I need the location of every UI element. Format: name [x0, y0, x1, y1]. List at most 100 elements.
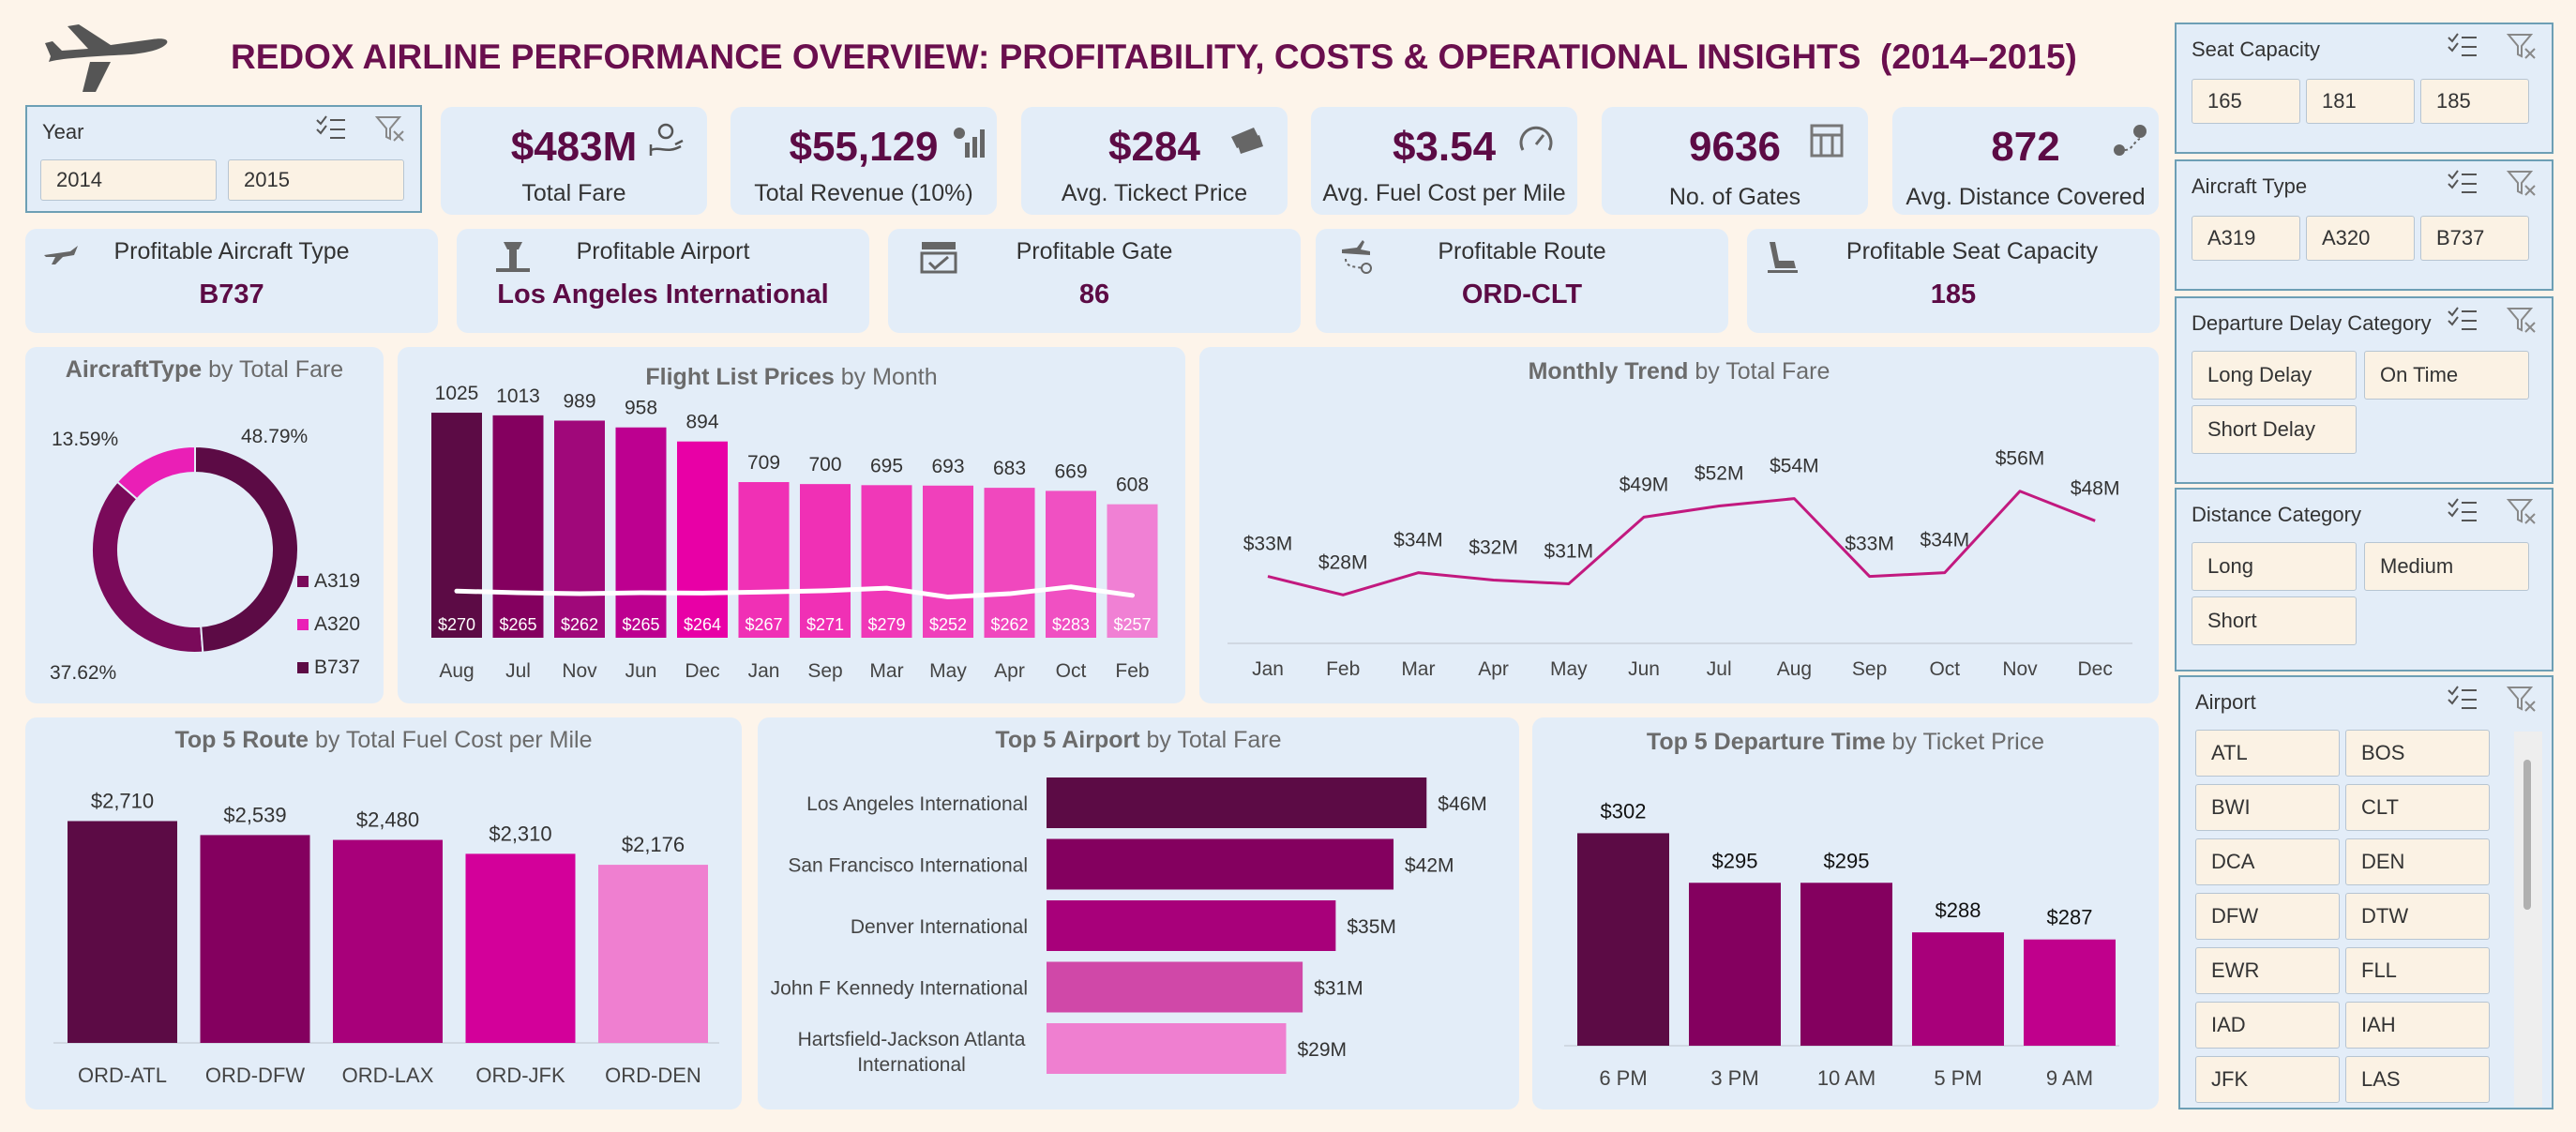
kpi-label: Avg. Distance Covered	[1906, 184, 2146, 210]
bar-4	[1047, 961, 1303, 1013]
x-tick-label: Feb	[1115, 660, 1149, 682]
prof-label: Profitable Seat Capacity	[1845, 238, 2099, 264]
delay-ontime-button[interactable]: On Time	[2364, 351, 2529, 400]
top-airport-card: Top 5 Airport by Total Fare $46M Los Ange…	[758, 717, 1519, 1109]
x-tick-label: May	[1550, 658, 1588, 680]
bar-value-label: 1025	[435, 383, 479, 404]
aircraft-type-slicer[interactable]: Aircraft Type A319 A320 B737	[2175, 159, 2553, 291]
airport-jfk-button[interactable]: JFK	[2195, 1056, 2340, 1103]
airport-dtw-button[interactable]: DTW	[2345, 893, 2490, 940]
bar-9am	[2024, 939, 2116, 1046]
seat-185-button[interactable]: 185	[2420, 79, 2529, 124]
kpi-value: 9636	[1689, 124, 1781, 170]
airport-clt-button[interactable]: CLT	[2345, 784, 2490, 831]
kpi-label: No. of Gates	[1668, 184, 1801, 210]
avg-ticket-label: $267	[745, 615, 782, 634]
clear-filter-icon[interactable]	[2506, 169, 2538, 202]
airport-dfw-button[interactable]: DFW	[2195, 893, 2340, 940]
x-tick-label: Jun	[625, 660, 657, 682]
airport-ewr-button[interactable]: EWR	[2195, 947, 2340, 994]
bar-value-label: 683	[993, 458, 1026, 479]
seat-165-button[interactable]: 165	[2192, 79, 2300, 124]
bar-ord-den	[598, 865, 708, 1043]
chart-title: AircraftType by Total Fare	[65, 356, 344, 383]
monthly-trend-card: Monthly Trend by Total Fare $33M Jan $28M F…	[1199, 347, 2159, 703]
clear-filter-icon[interactable]	[374, 114, 407, 147]
avg-ticket-line	[454, 584, 1135, 600]
year-2015-button[interactable]: 2015	[228, 159, 404, 201]
slicer-title: Departure Delay Category	[2192, 311, 2432, 335]
point-label: $56M	[1996, 448, 2045, 470]
airport-dca-button[interactable]: DCA	[2195, 838, 2340, 885]
airport-iad-button[interactable]: IAD	[2195, 1002, 2340, 1049]
distance-long-button[interactable]: Long	[2192, 542, 2357, 591]
donut-label-b737: 48.79%	[241, 426, 308, 447]
multi-select-icon[interactable]	[2447, 497, 2478, 530]
multi-select-icon[interactable]	[2447, 32, 2478, 65]
bar-ord-lax	[333, 839, 443, 1043]
bar-jun	[615, 427, 667, 638]
distance-category-slicer[interactable]: Distance Category Long Medium Short	[2175, 488, 2553, 672]
airport-bos-button[interactable]: BOS	[2345, 730, 2490, 777]
airport-iah-button[interactable]: IAH	[2345, 1002, 2490, 1049]
top-departure-chart: $302 6 PM $295 3 PM $295 10 AM $288 5 PM $287 9 A…	[1564, 799, 2119, 1090]
bar-5pm	[1912, 932, 2004, 1046]
bar-nov	[554, 420, 605, 638]
bar-value-label: $2,539	[223, 803, 286, 826]
bar-value-label: $29M	[1297, 1039, 1347, 1061]
multi-select-icon[interactable]	[2447, 169, 2478, 202]
bar-value-label: $295	[1712, 849, 1758, 872]
bar-dec	[677, 441, 728, 638]
top-airport-chart: $46M Los Angeles International $42M San Fra…	[771, 777, 1487, 1076]
bar-feb	[1107, 504, 1158, 638]
aircraft-a319-button[interactable]: A319	[2192, 216, 2300, 261]
aircraft-b737-button[interactable]: B737	[2420, 216, 2529, 261]
x-tick-label: Mar	[869, 660, 903, 682]
multi-select-icon[interactable]	[2447, 306, 2478, 339]
year-slicer[interactable]: Year 2014 2015	[25, 105, 422, 213]
seat-181-button[interactable]: 181	[2306, 79, 2415, 124]
aircraft-a320-button[interactable]: A320	[2306, 216, 2415, 261]
airport-bwi-button[interactable]: BWI	[2195, 784, 2340, 831]
airport-den-button[interactable]: DEN	[2345, 838, 2490, 885]
gauge-icon	[1517, 122, 1555, 164]
delay-short-button[interactable]: Short Delay	[2192, 405, 2357, 454]
clear-filter-icon[interactable]	[2506, 497, 2538, 530]
profitable-gate-card: Profitable Gate 86	[888, 229, 1301, 333]
distance-short-button[interactable]: Short	[2192, 596, 2357, 645]
x-tick-label: ORD-JFK	[475, 1064, 565, 1087]
x-tick-label: Oct	[1056, 660, 1087, 682]
x-tick-label: Feb	[1326, 658, 1360, 680]
airport-las-button[interactable]: LAS	[2345, 1056, 2490, 1103]
legend-swatch-a320	[297, 619, 309, 630]
bar-jul	[492, 415, 544, 638]
airport-slicer[interactable]: Airport ATL BOS BWI CLT DCA DEN DFW DTW EWR FLL IA…	[2178, 675, 2553, 1109]
slicer-title: Year	[42, 120, 84, 143]
seat-capacity-slicer[interactable]: Seat Capacity 165 181 185	[2175, 23, 2553, 154]
kpi-label: Avg. Fuel Cost per Mile	[1322, 180, 1566, 206]
departure-delay-slicer[interactable]: Departure Delay Category Long Delay On T…	[2175, 296, 2553, 484]
year-2014-button[interactable]: 2014	[40, 159, 217, 201]
x-tick-label: Apr	[1478, 658, 1509, 680]
donut-label-a319: 37.62%	[50, 662, 116, 684]
avg-ticket-label: $264	[684, 615, 721, 634]
clear-filter-icon[interactable]	[2506, 32, 2538, 65]
bar-2	[1047, 838, 1394, 890]
bar-6pm	[1577, 833, 1669, 1046]
avg-ticket-label: $265	[622, 615, 659, 634]
clear-filter-icon[interactable]	[2506, 306, 2538, 339]
distance-medium-button[interactable]: Medium	[2364, 542, 2529, 591]
airport-atl-button[interactable]: ATL	[2195, 730, 2340, 777]
delay-long-button[interactable]: Long Delay	[2192, 351, 2357, 400]
bar-aug	[431, 413, 482, 638]
multi-select-icon[interactable]	[2447, 685, 2478, 717]
airport-scrollbar[interactable]	[2514, 732, 2542, 1107]
scrollbar-thumb[interactable]	[2523, 760, 2531, 910]
legend-label-a319: A319	[314, 570, 360, 592]
clear-filter-icon[interactable]	[2506, 685, 2538, 717]
multi-select-icon[interactable]	[315, 114, 347, 147]
bar-5	[1047, 1023, 1287, 1074]
airport-fll-button[interactable]: FLL	[2345, 947, 2490, 994]
kpi-avg-ticket-price: $284 Avg. Tickect Price	[1021, 107, 1288, 215]
airplane-icon	[42, 238, 80, 271]
